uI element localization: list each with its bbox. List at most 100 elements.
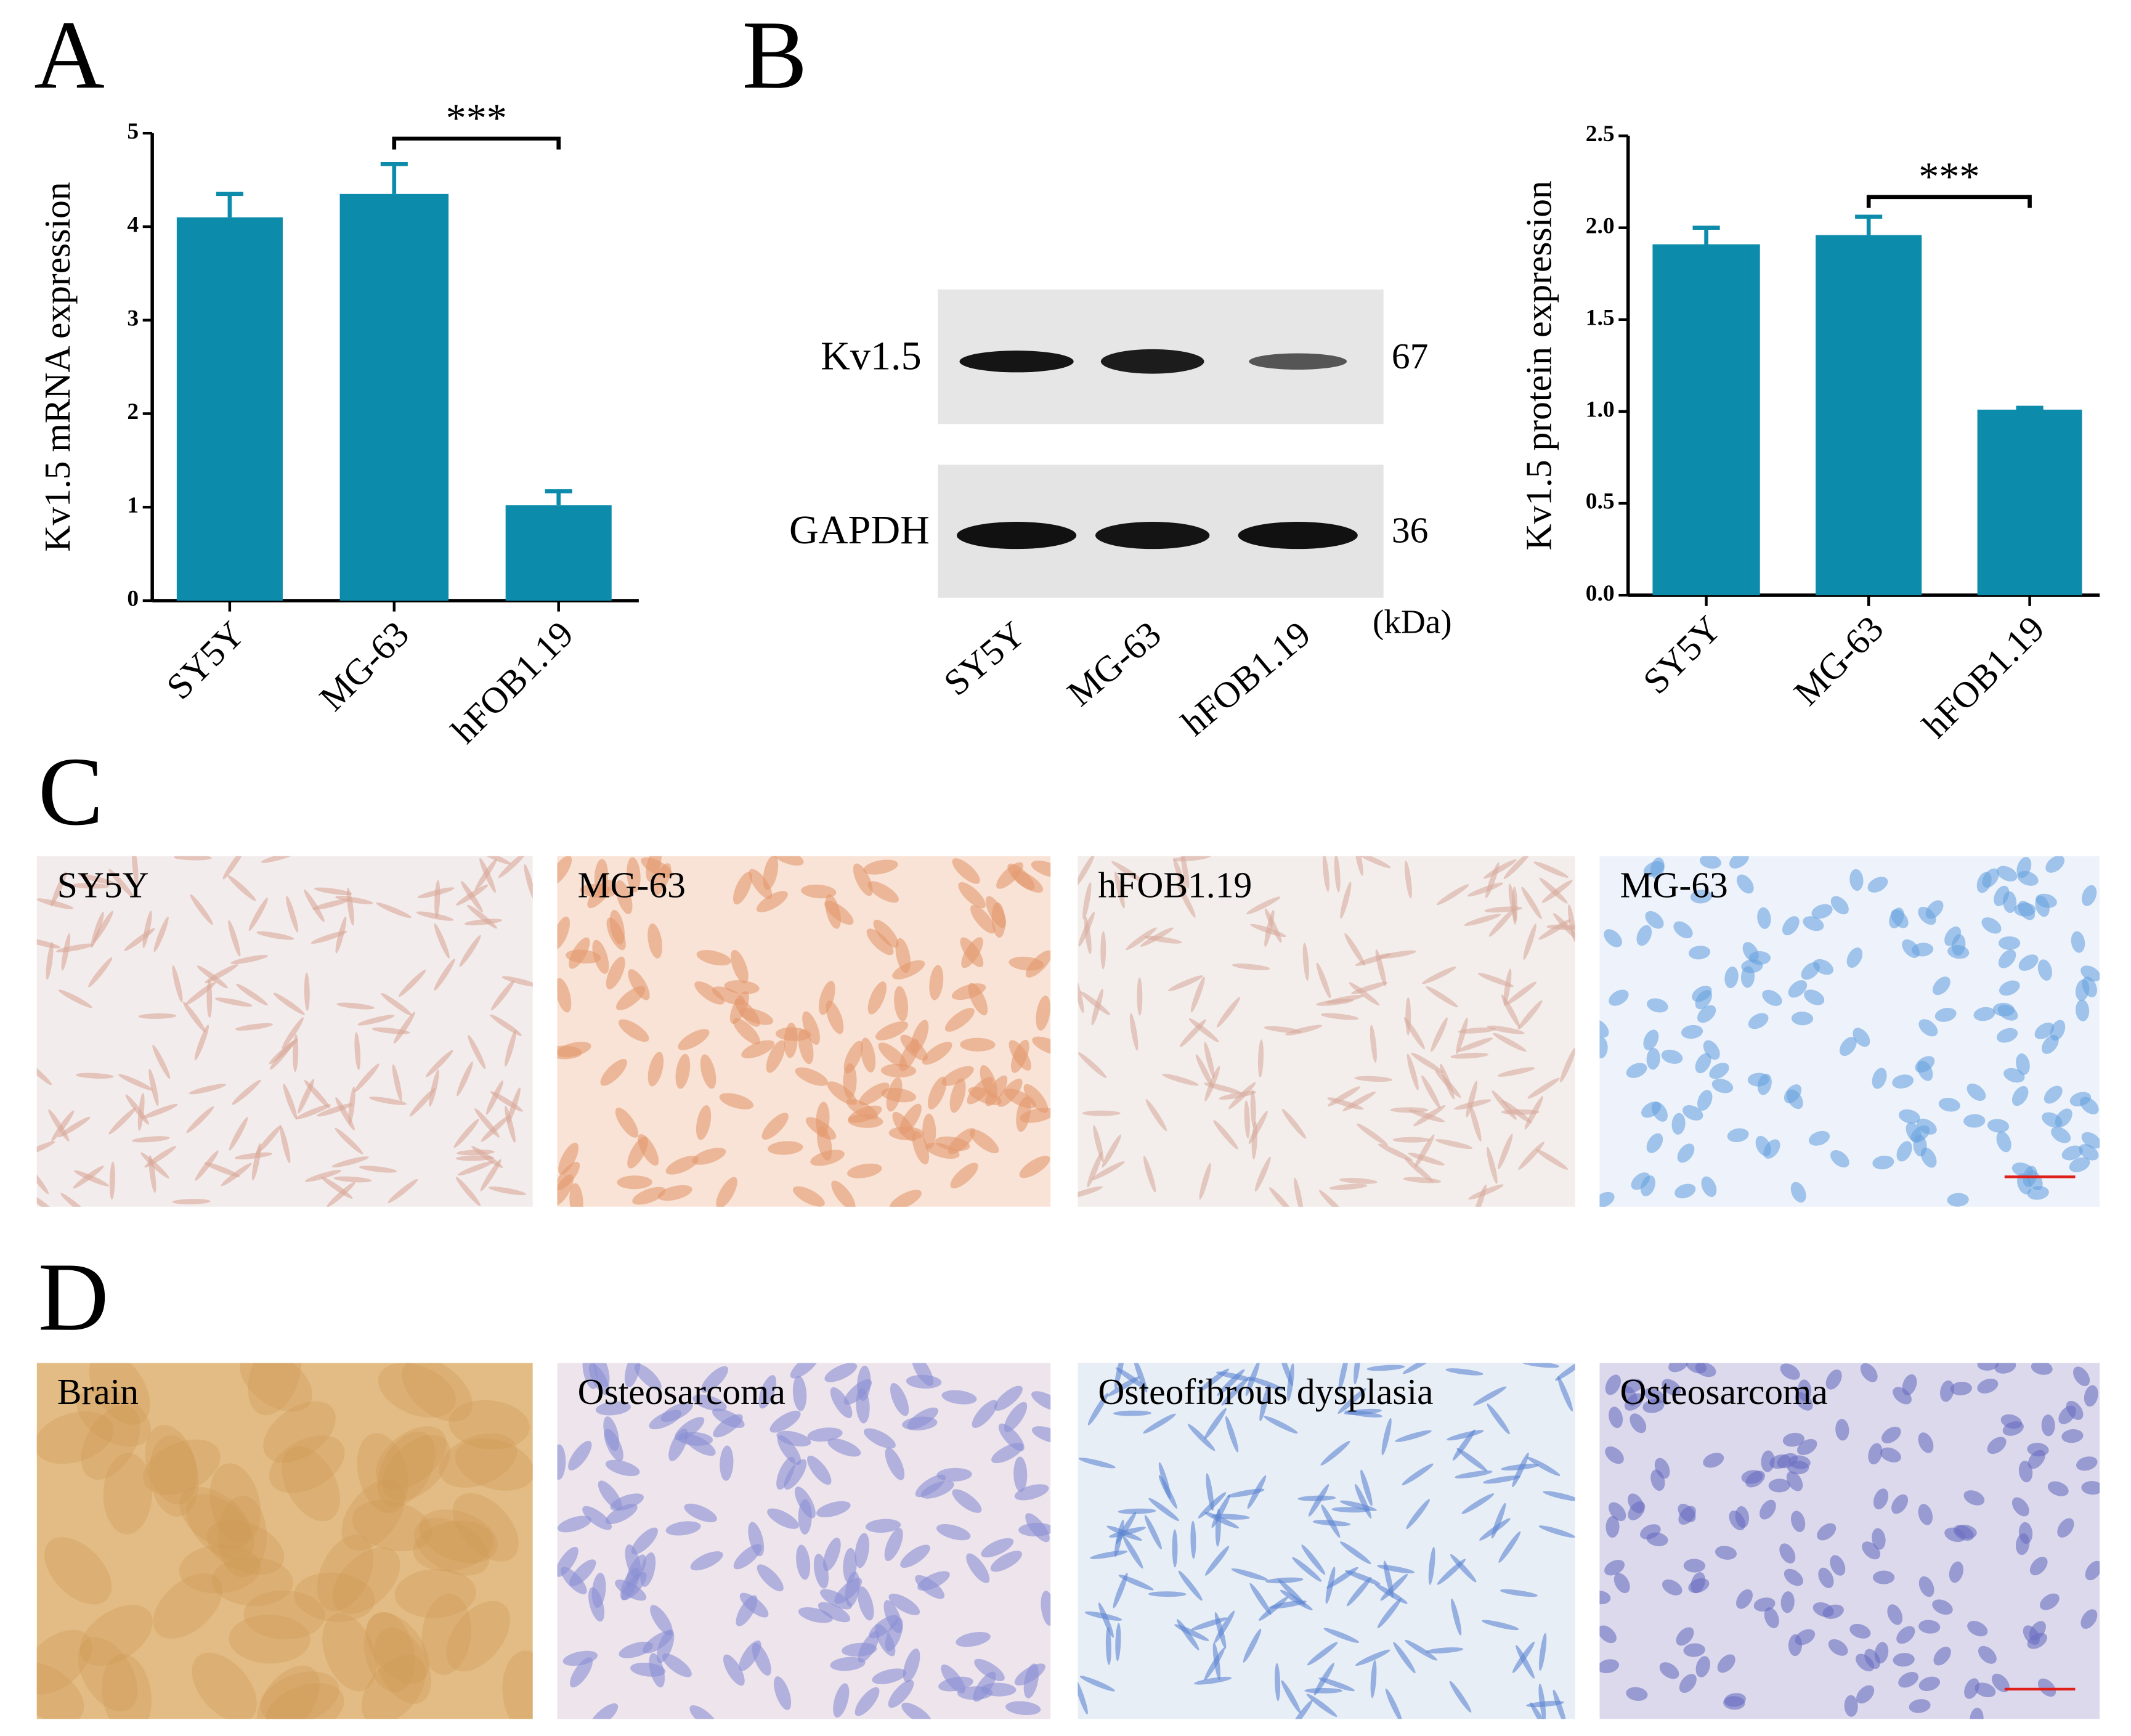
cell xyxy=(694,981,725,1005)
significance-bracket xyxy=(1866,195,2032,208)
cell xyxy=(348,1086,355,1125)
cell xyxy=(485,1080,503,1115)
cell xyxy=(81,1405,140,1480)
cell xyxy=(446,1600,510,1672)
cell xyxy=(830,1657,866,1671)
cell xyxy=(795,1067,829,1086)
cell xyxy=(467,904,497,929)
cell xyxy=(269,1040,295,1070)
y-tick-label: 4 xyxy=(127,213,139,238)
cell xyxy=(1316,962,1331,999)
cell xyxy=(1830,1150,1849,1168)
cell xyxy=(286,896,299,933)
cell xyxy=(1188,1018,1219,1042)
cell xyxy=(1114,871,1125,909)
cell xyxy=(1173,856,1211,862)
cell xyxy=(894,986,908,1021)
cell xyxy=(1392,1137,1431,1143)
cell xyxy=(1281,1109,1307,1139)
cell xyxy=(2011,1162,2034,1177)
cell xyxy=(1779,1543,1796,1564)
cell xyxy=(888,1679,914,1708)
cell xyxy=(1302,943,1309,981)
cell xyxy=(2037,959,2053,981)
cell xyxy=(1613,1573,1630,1594)
cell xyxy=(354,1032,361,1071)
cell xyxy=(1285,1024,1323,1036)
cell xyxy=(2045,856,2065,873)
cell xyxy=(890,1190,922,1207)
cell xyxy=(2042,1112,2063,1128)
cell xyxy=(1466,1081,1478,1117)
cell xyxy=(1902,939,1920,958)
cell xyxy=(236,984,268,1006)
y-tick-label: 2 xyxy=(127,399,139,424)
cell xyxy=(2061,1145,2083,1161)
cell xyxy=(1010,1039,1029,1073)
cell xyxy=(1431,1017,1448,1052)
cell xyxy=(1523,923,1536,960)
cell xyxy=(826,1000,844,1034)
cell xyxy=(592,939,609,974)
cell xyxy=(393,1012,415,1044)
cell xyxy=(352,1499,432,1552)
cell xyxy=(317,1103,353,1117)
cell xyxy=(1129,1013,1139,1051)
cell xyxy=(557,1515,592,1533)
cell xyxy=(1265,1577,1304,1584)
cell xyxy=(1599,1659,1620,1674)
cell xyxy=(1782,1432,1804,1447)
cell xyxy=(927,1076,947,1109)
cell xyxy=(1122,1536,1143,1569)
cell xyxy=(1715,1546,1737,1560)
cell xyxy=(189,1084,226,1095)
cell xyxy=(1521,886,1542,920)
image-label: Osteosarcoma xyxy=(1620,1371,1827,1412)
cell xyxy=(1977,1378,1999,1393)
cell xyxy=(1445,1368,1484,1376)
cell xyxy=(580,884,615,898)
cell xyxy=(952,858,980,884)
cell xyxy=(1403,1017,1425,1050)
cell xyxy=(777,1435,802,1465)
cell xyxy=(1354,856,1363,876)
cell xyxy=(1374,1584,1408,1604)
cell xyxy=(2080,1097,2099,1114)
cell xyxy=(1973,1007,1995,1021)
cell xyxy=(605,1459,640,1477)
cell xyxy=(1281,1680,1301,1714)
cell xyxy=(922,1042,952,1065)
cell xyxy=(179,1487,251,1550)
cell xyxy=(1334,856,1341,893)
cell xyxy=(336,1002,375,1010)
cell xyxy=(1498,1531,1521,1563)
cell xyxy=(1216,997,1241,1028)
cell xyxy=(768,1141,803,1155)
cell xyxy=(293,1034,299,1073)
cell xyxy=(1458,1027,1496,1034)
cell xyxy=(1695,989,1712,1010)
cell xyxy=(419,1509,498,1564)
significance-label: *** xyxy=(446,96,507,141)
cell xyxy=(615,880,633,914)
cell xyxy=(634,1363,662,1390)
cell xyxy=(1258,1596,1289,1621)
cell xyxy=(439,1433,518,1488)
cell xyxy=(784,1459,807,1490)
cell xyxy=(1137,977,1143,1016)
cell xyxy=(173,856,212,861)
cell xyxy=(2082,885,2097,906)
cell xyxy=(1856,1653,1875,1672)
cell xyxy=(1357,1123,1389,1146)
cell xyxy=(590,1703,619,1719)
cell xyxy=(1318,1190,1346,1207)
cell xyxy=(361,1655,426,1719)
cell xyxy=(960,1037,996,1052)
cell xyxy=(941,1390,977,1405)
cell xyxy=(2040,1593,2060,1610)
cell xyxy=(1405,1639,1437,1661)
cell xyxy=(731,949,749,984)
cell xyxy=(480,1159,501,1191)
cell xyxy=(248,1363,302,1416)
cell xyxy=(1934,1007,1957,1022)
